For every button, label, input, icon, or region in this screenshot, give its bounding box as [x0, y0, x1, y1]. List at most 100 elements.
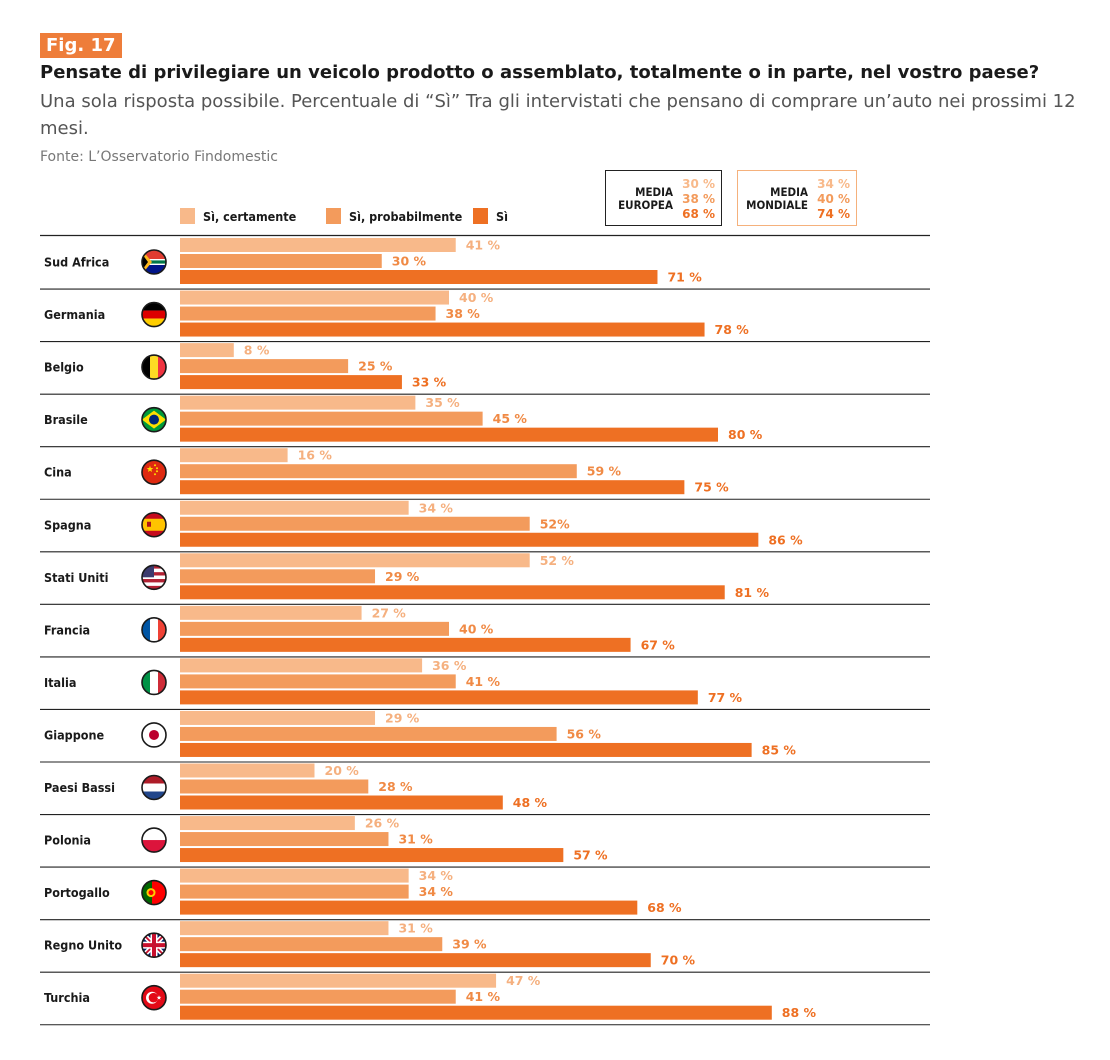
bar-giappone-1	[180, 710, 376, 725]
bar-polonia-1	[180, 816, 355, 831]
country-label-paesi-bassi: Paesi Bassi	[44, 780, 115, 795]
bar-germania-2	[180, 306, 436, 321]
be-flag-icon	[142, 355, 166, 380]
data-label-cina-1: 16 %	[298, 448, 333, 463]
bar-belgio-2	[180, 359, 349, 374]
fr-flag-ring	[141, 617, 167, 643]
data-label-stati-uniti-2: 29 %	[385, 569, 420, 584]
country-label-francia: Francia	[44, 622, 90, 637]
be-flag-ring	[141, 354, 167, 380]
world-average-label: MEDIA MONDIALE	[746, 186, 808, 212]
bar-brasile-3	[180, 427, 718, 442]
data-label-polonia-3: 57 %	[573, 848, 608, 863]
data-label-francia-3: 67 %	[641, 637, 676, 652]
data-label-spagna-1: 34 %	[419, 500, 454, 515]
chart-subtitle: Una sola risposta possibile. Percentuale…	[40, 91, 1076, 139]
bar-francia-3	[180, 637, 631, 652]
data-label-portogallo-1: 34 %	[419, 868, 454, 883]
data-label-cina-3: 75 %	[694, 480, 729, 495]
country-label-germania: Germania	[44, 307, 105, 322]
bar-brasile-1	[180, 395, 416, 410]
bar-italia-2	[180, 674, 456, 689]
data-label-francia-1: 27 %	[372, 605, 407, 620]
us-flag-icon	[142, 565, 166, 590]
tr-flag-ring	[141, 984, 167, 1011]
bar-regno-unito-1	[180, 921, 389, 936]
data-label-cina-2: 59 %	[587, 464, 622, 479]
data-label-brasile-2: 45 %	[493, 411, 528, 426]
world-average-values: 34 % 40 % 74 %	[817, 177, 850, 222]
data-label-sud-africa-3: 71 %	[667, 270, 702, 285]
fr-flag-icon	[142, 617, 166, 642]
jp-flag-ring	[141, 722, 167, 748]
bar-polonia-2	[180, 832, 389, 847]
bar-italia-3	[180, 690, 698, 705]
bar-spagna-3	[180, 532, 759, 547]
country-label-italia: Italia	[44, 675, 76, 690]
data-label-belgio-3: 33 %	[412, 375, 447, 390]
europe-average-box: MEDIA EUROPEA 30 % 38 % 68 %	[605, 170, 722, 226]
bar-turchia-3	[180, 1005, 772, 1020]
data-label-regno-unito-1: 31 %	[398, 921, 433, 936]
za-flag-icon	[142, 250, 166, 274]
bar-sud-africa-1	[180, 238, 456, 252]
bar-italia-1	[180, 658, 423, 673]
bar-francia-2	[180, 621, 449, 636]
data-label-giappone-1: 29 %	[385, 710, 420, 725]
chart-source: Fonte: L’Osservatorio Findomestic	[40, 149, 278, 165]
data-label-sud-africa-1: 41 %	[466, 238, 501, 253]
it-flag-ring	[141, 669, 167, 696]
data-label-brasile-1: 35 %	[425, 395, 460, 410]
bar-paesi-bassi-3	[180, 795, 503, 810]
bar-germania-1	[180, 290, 449, 305]
data-label-francia-2: 40 %	[459, 621, 494, 636]
data-label-stati-uniti-1: 52 %	[540, 553, 575, 568]
data-label-turchia-1: 47 %	[506, 973, 541, 988]
bar-belgio-1	[180, 343, 234, 358]
bar-francia-1	[180, 605, 362, 620]
europe-value-certamente: 30 %	[682, 177, 715, 191]
bar-spagna-2	[180, 516, 530, 531]
bar-belgio-3	[180, 375, 402, 390]
data-label-turchia-3: 88 %	[782, 1005, 817, 1020]
country-label-giappone: Giappone	[44, 727, 105, 742]
europe-label-line2: EUROPEA	[618, 198, 673, 212]
data-label-germania-2: 38 %	[446, 306, 481, 321]
data-label-germania-1: 40 %	[459, 290, 494, 305]
data-label-italia-1: 36 %	[432, 658, 467, 673]
world-label-line1: MEDIA	[770, 185, 808, 199]
world-value-certamente: 34 %	[817, 177, 850, 191]
bar-regno-unito-2	[180, 937, 443, 952]
country-label-polonia: Polonia	[44, 833, 91, 848]
bar-portogallo-1	[180, 868, 409, 883]
bar-portogallo-3	[180, 900, 638, 915]
bar-cina-3	[180, 480, 685, 495]
data-label-brasile-3: 80 %	[728, 427, 763, 442]
data-label-sud-africa-2: 30 %	[392, 254, 427, 269]
bar-brasile-2	[180, 411, 483, 426]
legend-swatch-2	[326, 208, 341, 224]
data-label-portogallo-2: 34 %	[419, 884, 454, 899]
country-label-stati-uniti: Stati Uniti	[44, 570, 108, 585]
legend-label-1: Sì, certamente	[203, 209, 297, 224]
legend-label-2: Sì, probabilmente	[349, 209, 463, 224]
country-label-belgio: Belgio	[44, 360, 84, 375]
europe-label-line1: MEDIA	[635, 185, 673, 199]
data-label-turchia-2: 41 %	[466, 989, 501, 1004]
data-label-italia-3: 77 %	[708, 690, 743, 705]
country-label-brasile: Brasile	[44, 412, 88, 427]
bar-regno-unito-3	[180, 953, 651, 968]
us-flag-ring	[141, 564, 167, 591]
country-label-sud-africa: Sud Africa	[44, 255, 109, 270]
world-label-line2: MONDIALE	[746, 198, 808, 212]
country-label-turchia: Turchia	[44, 990, 90, 1005]
legend-swatch-1	[180, 208, 195, 224]
legend-swatch-3	[473, 208, 488, 224]
br-flag-ring	[141, 406, 167, 433]
bar-polonia-3	[180, 848, 564, 863]
europe-average-label: MEDIA EUROPEA	[618, 186, 673, 212]
world-value-probabilmente: 40 %	[817, 192, 850, 206]
bar-spagna-1	[180, 500, 409, 515]
data-label-polonia-1: 26 %	[365, 816, 400, 831]
